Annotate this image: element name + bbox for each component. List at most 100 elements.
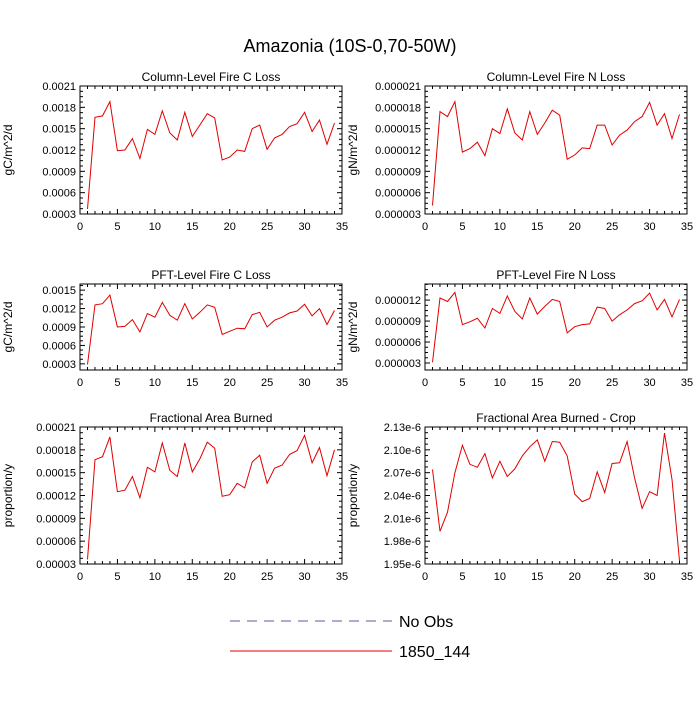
x-tick-label: 20	[224, 221, 236, 233]
x-tick-label: 20	[569, 377, 581, 389]
x-tick-label: 15	[186, 221, 198, 233]
y-tick-label: 0.00021	[36, 422, 76, 434]
y-tick-label: 0.0015	[42, 124, 76, 136]
x-tick-label: 10	[494, 377, 506, 389]
x-tick-label: 30	[643, 377, 655, 389]
figure-title: Amazonia (10S-0,70-50W)	[243, 36, 456, 56]
x-tick-label: 30	[298, 221, 310, 233]
chart-panel-6: Fractional Area Burned - Crop proportion/…	[346, 411, 693, 583]
x-tick-label: 15	[531, 221, 543, 233]
y-tick-label: 2.01e-6	[384, 513, 421, 525]
x-tick-label: 0	[77, 571, 83, 583]
x-tick-label: 15	[531, 377, 543, 389]
y-axis-label: gN/m^2/d	[346, 302, 360, 353]
plot-frame	[79, 85, 343, 215]
y-tick-label: 0.000018	[375, 102, 421, 114]
y-tick-label: 0.0006	[42, 340, 76, 352]
legend-label-no-obs: No Obs	[399, 614, 453, 631]
y-tick-label: 0.0021	[42, 81, 76, 93]
y-tick-label: 0.000012	[375, 295, 421, 307]
chart-title: PFT-Level Fire C Loss	[151, 268, 270, 282]
y-tick-label: 0.000009	[375, 316, 421, 328]
x-tick-label: 0	[422, 221, 428, 233]
x-tick-label: 25	[606, 571, 618, 583]
x-tick-label: 15	[186, 571, 198, 583]
x-tick-label: 35	[681, 221, 693, 233]
y-tick-label: 0.0012	[42, 304, 76, 316]
series-line-1850_144	[432, 291, 680, 363]
y-axis-label: gN/m^2/d	[346, 125, 360, 176]
series-line-1850_144	[432, 433, 680, 562]
chart-title: Fractional Area Burned	[150, 411, 273, 425]
y-axis-label: gC/m^2/d	[1, 302, 15, 353]
x-tick-label: 10	[494, 571, 506, 583]
x-tick-label: 30	[298, 571, 310, 583]
y-tick-label: 2.10e-6	[384, 445, 421, 457]
y-tick-label: 0.00015	[36, 468, 76, 480]
x-tick-label: 35	[336, 221, 348, 233]
x-tick-label: 5	[114, 571, 120, 583]
y-tick-label: 0.0003	[42, 359, 76, 371]
series-line-1850_144	[87, 433, 335, 560]
x-tick-label: 5	[459, 571, 465, 583]
y-axis-label: proportion/y	[1, 464, 15, 527]
x-tick-label: 5	[114, 377, 120, 389]
x-tick-label: 5	[114, 221, 120, 233]
x-tick-label: 10	[149, 571, 161, 583]
y-tick-label: 2.13e-6	[384, 422, 421, 434]
x-tick-label: 30	[298, 377, 310, 389]
x-tick-label: 25	[606, 377, 618, 389]
x-tick-label: 10	[494, 221, 506, 233]
chart-title: Column-Level Fire C Loss	[142, 70, 281, 84]
y-tick-label: 0.00012	[36, 491, 76, 503]
x-tick-label: 15	[186, 377, 198, 389]
x-tick-label: 10	[149, 377, 161, 389]
series-line-1850_144	[87, 100, 335, 210]
x-tick-label: 0	[77, 377, 83, 389]
x-tick-label: 5	[459, 377, 465, 389]
chart-panel-4: PFT-Level Fire N Loss gN/m^2/d 0 5 10 15 20 25 3…	[346, 268, 693, 389]
y-tick-label: 1.95e-6	[384, 559, 421, 571]
chart-panel-3: PFT-Level Fire C Loss gC/m^2/d 0 5 10 15 20 25 3…	[1, 268, 348, 389]
x-tick-label: 20	[569, 221, 581, 233]
y-tick-label: 0.0006	[42, 188, 76, 200]
chart-title: Column-Level Fire N Loss	[487, 70, 626, 84]
plot-frame	[79, 426, 343, 565]
y-tick-label: 0.00018	[36, 445, 76, 457]
x-tick-label: 35	[336, 377, 348, 389]
legend-label-1850-144: 1850_144	[399, 644, 470, 661]
y-tick-label: 0.0009	[42, 166, 76, 178]
x-tick-label: 0	[77, 221, 83, 233]
y-tick-label: 0.000003	[375, 209, 421, 221]
y-axis-label: proportion/y	[346, 464, 360, 527]
x-tick-label: 30	[643, 221, 655, 233]
plot-frame	[424, 283, 688, 371]
series-line-1850_144	[432, 99, 680, 206]
y-tick-label: 1.98e-6	[384, 536, 421, 548]
chart-panel-2: Column-Level Fire N Loss gN/m^2/d 0 5 10 15 20…	[346, 70, 693, 233]
series-line-1850_144	[87, 294, 335, 365]
x-tick-label: 0	[422, 571, 428, 583]
y-tick-label: 0.00009	[36, 513, 76, 525]
chart-title: Fractional Area Burned - Crop	[476, 411, 636, 425]
chart-panel-1: Column-Level Fire C Loss gC/m^2/d 0 5 10 15 20…	[1, 70, 348, 233]
y-tick-label: 0.0009	[42, 322, 76, 334]
y-tick-label: 0.0012	[42, 145, 76, 157]
y-tick-label: 0.000009	[375, 166, 421, 178]
x-tick-label: 25	[261, 221, 273, 233]
y-tick-label: 0.00006	[36, 536, 76, 548]
x-tick-label: 10	[149, 221, 161, 233]
x-tick-label: 35	[681, 377, 693, 389]
x-tick-label: 35	[681, 571, 693, 583]
x-tick-label: 25	[606, 221, 618, 233]
y-tick-label: 0.000021	[375, 81, 421, 93]
x-tick-label: 20	[569, 571, 581, 583]
x-tick-label: 25	[261, 571, 273, 583]
y-tick-label: 0.000006	[375, 188, 421, 200]
y-tick-label: 0.0015	[42, 285, 76, 297]
x-tick-label: 20	[224, 377, 236, 389]
y-tick-label: 0.000015	[375, 124, 421, 136]
x-tick-label: 20	[224, 571, 236, 583]
x-tick-label: 25	[261, 377, 273, 389]
